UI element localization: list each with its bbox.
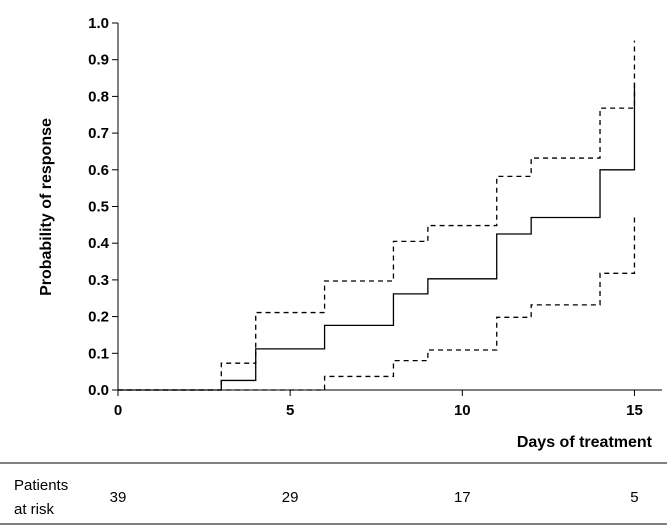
x-tick-label: 15 <box>626 402 643 419</box>
estimate-line <box>118 83 636 391</box>
risk-value: 17 <box>454 489 471 506</box>
risk-value: 29 <box>282 489 299 506</box>
y-tick-label: 0.6 <box>88 162 109 179</box>
y-axis-title: Probability of response <box>38 118 55 296</box>
x-axis: 0 5 10 15 <box>114 389 662 419</box>
confidence-band-line <box>118 217 636 391</box>
x-tick-label: 0 <box>114 402 122 419</box>
risk-table: Patients at risk 39 29 17 5 <box>0 462 667 525</box>
y-tick-label: 0.4 <box>88 235 110 252</box>
y-tick-label: 0.1 <box>88 345 109 362</box>
risk-table-label-line1: Patients <box>14 477 68 494</box>
y-tick-label: 0.2 <box>88 309 109 326</box>
x-tick-label: 5 <box>286 402 294 419</box>
series-layer <box>118 40 636 391</box>
y-axis: 0.0 0.1 0.2 0.3 0.4 0.5 0.6 0.7 0.8 0.9 1.0 <box>88 15 119 399</box>
y-tick-label: 0.5 <box>88 199 109 216</box>
y-tick-label: 0.9 <box>88 52 109 69</box>
y-tick-label: 1.0 <box>88 15 109 32</box>
x-axis-title: Days of treatment <box>517 434 653 451</box>
y-tick-label: 0.3 <box>88 272 109 289</box>
risk-value: 5 <box>630 489 638 506</box>
y-tick-label: 0.7 <box>88 125 109 142</box>
y-tick-label: 0.8 <box>88 88 109 105</box>
risk-values: 39 29 17 5 <box>110 489 639 506</box>
risk-value: 39 <box>110 489 127 506</box>
confidence-band-line <box>118 40 636 391</box>
y-tick-label: 0.0 <box>88 382 109 399</box>
x-tick-label: 10 <box>454 402 471 419</box>
risk-table-label-line2: at risk <box>14 501 55 518</box>
